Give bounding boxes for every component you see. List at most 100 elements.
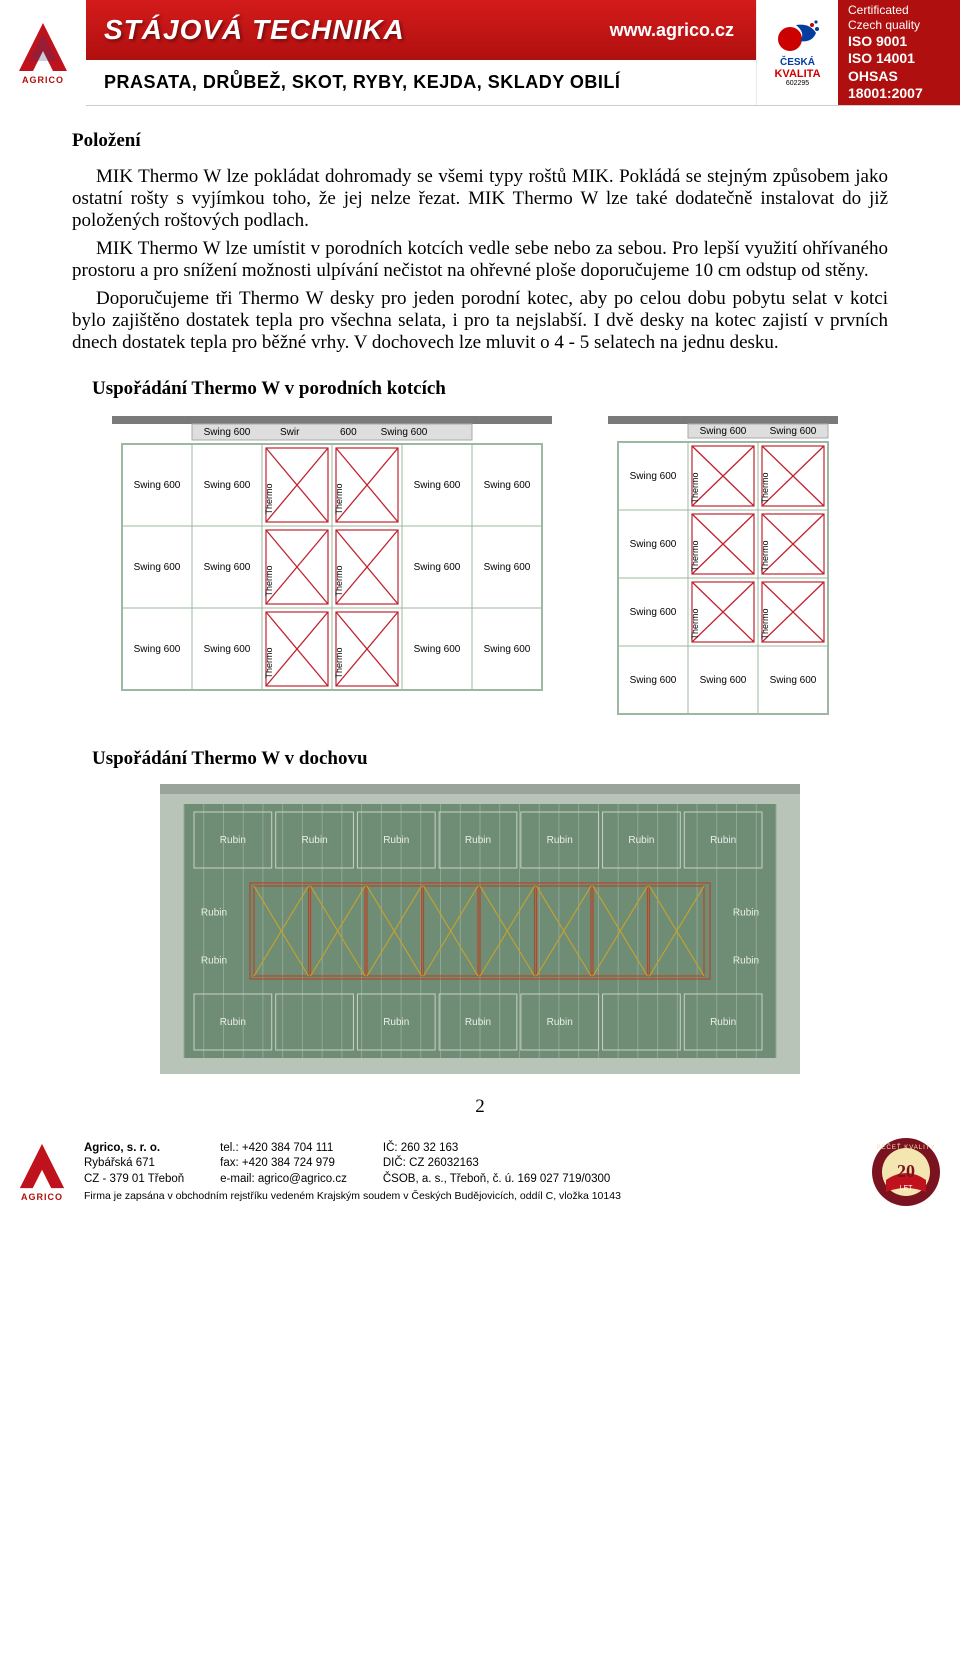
page-body: Položení MIK Thermo W lze pokládat dohro…	[0, 106, 960, 1118]
svg-text:Swing 600: Swing 600	[630, 607, 677, 618]
svg-text:Swing 600: Swing 600	[204, 644, 251, 655]
cert-iso2: ISO 14001	[848, 50, 950, 68]
footer-col1: Agrico, s. r. o. Rybářská 671 CZ - 379 0…	[84, 1141, 184, 1188]
footer-addr1: Rybářská 671	[84, 1156, 184, 1172]
svg-text:Swing 600: Swing 600	[414, 480, 461, 491]
svg-text:Thermo: Thermo	[690, 472, 700, 503]
dochov-diagram: Rubin Rubin Rubin Rubin Rubin Rubin Rubin Rubin…	[160, 784, 800, 1074]
cert-ohsas1: OHSAS	[848, 68, 950, 86]
banner-left: STÁJOVÁ TECHNIKA www.agrico.cz PRASATA, …	[86, 0, 756, 105]
svg-text:Swing 600: Swing 600	[630, 539, 677, 550]
svg-text:Swing 600: Swing 600	[204, 427, 251, 438]
svg-text:Rubin: Rubin	[201, 956, 227, 967]
quality-seal-icon: 20 LET PEČEŤ KVALITY	[870, 1136, 942, 1208]
footer-logo: AGRICO	[12, 1142, 72, 1202]
footer-col2: tel.: +420 384 704 111 fax: +420 384 724…	[220, 1141, 347, 1188]
svg-text:Rubin: Rubin	[465, 835, 491, 846]
svg-text:Swing 600: Swing 600	[134, 480, 181, 491]
paragraph-1: MIK Thermo W lze pokládat dohromady se v…	[72, 166, 888, 232]
svg-text:Swing 600: Swing 600	[484, 480, 531, 491]
paragraph-3: Doporučujeme tři Thermo W desky pro jede…	[72, 288, 888, 354]
header-banner: AGRICO STÁJOVÁ TECHNIKA www.agrico.cz PR…	[0, 0, 960, 106]
cert-iso1: ISO 9001	[848, 33, 950, 51]
paragraph-2: MIK Thermo W lze umístit v porodních kot…	[72, 238, 888, 282]
svg-text:Swing 600: Swing 600	[630, 471, 677, 482]
svg-text:Swing 600: Swing 600	[700, 426, 747, 437]
svg-text:Swing 600: Swing 600	[204, 480, 251, 491]
svg-text:Rubin: Rubin	[547, 1017, 573, 1028]
footer-addr2: CZ - 379 01 Třeboň	[84, 1172, 184, 1188]
footer-fax: fax: +420 384 724 979	[220, 1156, 347, 1172]
footer-registration: Firma je zapsána v obchodním rejstříku v…	[84, 1189, 858, 1203]
footer-text: Agrico, s. r. o. Rybářská 671 CZ - 379 0…	[84, 1141, 858, 1204]
ceska-kvalita-badge: ČESKÁ KVALITA 602295	[756, 0, 838, 105]
cert-line1: Certificated	[848, 3, 950, 18]
svg-text:Thermo: Thermo	[760, 540, 770, 571]
svg-text:Rubin: Rubin	[547, 835, 573, 846]
svg-text:Rubin: Rubin	[465, 1017, 491, 1028]
footer-col3: IČ: 260 32 163 DIČ: CZ 26032163 ČSOB, a.…	[383, 1141, 610, 1188]
subhead-2: Uspořádání Thermo W v dochovu	[92, 748, 888, 770]
subhead-1: Uspořádání Thermo W v porodních kotcích	[92, 378, 888, 400]
svg-text:Thermo: Thermo	[334, 647, 344, 678]
svg-text:Swing 600: Swing 600	[414, 644, 461, 655]
seal-sub: LET	[900, 1185, 914, 1192]
svg-text:Rubin: Rubin	[733, 956, 759, 967]
svg-text:Rubin: Rubin	[628, 835, 654, 846]
svg-text:Swing 600: Swing 600	[484, 644, 531, 655]
svg-text:Thermo: Thermo	[760, 608, 770, 639]
svg-text:Rubin: Rubin	[220, 835, 246, 846]
header-logo-text: AGRICO	[22, 75, 64, 85]
svg-text:Swing 600: Swing 600	[770, 675, 817, 686]
dochov-diagram-wrap: Rubin Rubin Rubin Rubin Rubin Rubin Rubin Rubin…	[72, 784, 888, 1074]
svg-text:Rubin: Rubin	[383, 835, 409, 846]
footer-dic: DIČ: CZ 26032163	[383, 1156, 610, 1172]
footer-bank: ČSOB, a. s., Třeboň, č. ú. 169 027 719/0…	[383, 1172, 610, 1188]
footer-company: Agrico, s. r. o.	[84, 1142, 160, 1154]
banner-bottom: PRASATA, DRŮBEŽ, SKOT, RYBY, KEJDA, SKLA…	[86, 60, 756, 105]
svg-text:Thermo: Thermo	[690, 608, 700, 639]
footer: AGRICO Agrico, s. r. o. Rybářská 671 CZ …	[0, 1128, 960, 1218]
banner-subtitle: PRASATA, DRŮBEŽ, SKOT, RYBY, KEJDA, SKLA…	[104, 72, 620, 93]
svg-text:Swing 600: Swing 600	[484, 562, 531, 573]
svg-text:Thermo: Thermo	[760, 472, 770, 503]
svg-text:Swing 600: Swing 600	[134, 562, 181, 573]
svg-text:Swing 600: Swing 600	[700, 675, 747, 686]
header-logo: AGRICO	[0, 0, 86, 106]
pen-diagram-right: Swing 600 Swing 600 Swing 600 Swing 600 Swin…	[608, 414, 848, 724]
svg-text:Thermo: Thermo	[690, 540, 700, 571]
kvalita-num: 602295	[786, 80, 809, 87]
svg-text:Thermo: Thermo	[264, 565, 274, 596]
svg-text:Swing 600: Swing 600	[630, 675, 677, 686]
svg-text:Thermo: Thermo	[264, 647, 274, 678]
footer-email: e-mail: agrico@agrico.cz	[220, 1172, 347, 1188]
svg-text:Rubin: Rubin	[710, 835, 736, 846]
cert-ohsas2: 18001:2007	[848, 85, 950, 103]
kvalita-line2: KVALITA	[774, 68, 820, 80]
agrico-logo-icon	[18, 1142, 66, 1190]
cert-box: Certificated Czech quality ISO 9001 ISO …	[838, 0, 960, 105]
svg-text:Swing 600: Swing 600	[381, 427, 428, 438]
section-title: Položení	[72, 130, 888, 152]
svg-text:Swing 600: Swing 600	[770, 426, 817, 437]
svg-text:Rubin: Rubin	[220, 1017, 246, 1028]
pen-diagram-row: Swing 600Swir600Swing 600Swing 600Swing …	[72, 414, 888, 724]
kvalita-icon	[776, 19, 820, 55]
seal-center: 20	[897, 1161, 915, 1181]
svg-text:Swing 600: Swing 600	[414, 562, 461, 573]
svg-text:600: 600	[340, 427, 357, 438]
pen-diagram-left: Swing 600Swir600Swing 600Swing 600Swing …	[112, 414, 552, 704]
cert-line2: Czech quality	[848, 18, 950, 33]
svg-text:Thermo: Thermo	[334, 483, 344, 514]
banner-top: STÁJOVÁ TECHNIKA www.agrico.cz	[86, 0, 756, 60]
footer-tel: tel.: +420 384 704 111	[220, 1141, 347, 1157]
footer-ic: IČ: 260 32 163	[383, 1141, 610, 1157]
svg-text:Thermo: Thermo	[264, 483, 274, 514]
svg-text:Rubin: Rubin	[710, 1017, 736, 1028]
svg-text:Swing 600: Swing 600	[204, 562, 251, 573]
footer-columns: Agrico, s. r. o. Rybářská 671 CZ - 379 0…	[84, 1141, 858, 1188]
page-number: 2	[72, 1096, 888, 1118]
banner-url: www.agrico.cz	[610, 20, 756, 41]
svg-text:Swing 600: Swing 600	[134, 644, 181, 655]
footer-logo-text: AGRICO	[21, 1192, 63, 1202]
